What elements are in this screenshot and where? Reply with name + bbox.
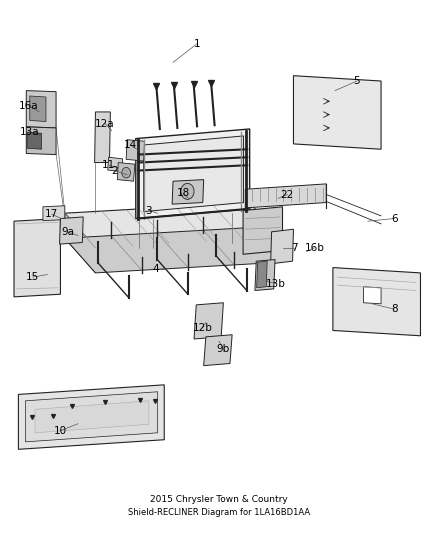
- Polygon shape: [243, 207, 283, 254]
- Polygon shape: [27, 132, 42, 149]
- Text: 10: 10: [54, 426, 67, 435]
- Text: 3: 3: [145, 206, 152, 215]
- Polygon shape: [250, 203, 280, 262]
- Text: 11: 11: [102, 160, 115, 170]
- Polygon shape: [117, 163, 135, 181]
- Polygon shape: [35, 401, 149, 433]
- Polygon shape: [65, 228, 280, 273]
- Text: 16b: 16b: [304, 243, 325, 253]
- Text: 4: 4: [152, 264, 159, 274]
- Polygon shape: [136, 129, 250, 219]
- Text: 14: 14: [124, 140, 137, 150]
- Text: 1: 1: [194, 39, 201, 49]
- Polygon shape: [60, 217, 83, 244]
- Polygon shape: [25, 392, 158, 442]
- Polygon shape: [333, 268, 420, 336]
- Polygon shape: [26, 127, 56, 155]
- Polygon shape: [30, 96, 46, 122]
- Polygon shape: [18, 385, 164, 449]
- Polygon shape: [245, 184, 326, 208]
- Polygon shape: [43, 206, 65, 221]
- Polygon shape: [255, 260, 275, 290]
- Polygon shape: [126, 140, 145, 161]
- Text: 8: 8: [391, 304, 398, 314]
- Circle shape: [181, 183, 194, 199]
- Polygon shape: [65, 213, 95, 273]
- Polygon shape: [108, 157, 123, 172]
- Text: 7: 7: [291, 243, 298, 253]
- Text: 13b: 13b: [266, 279, 286, 288]
- Polygon shape: [26, 91, 56, 128]
- Text: 6: 6: [391, 214, 398, 223]
- Text: Shield-RECLINER Diagram for 1LA16BD1AA: Shield-RECLINER Diagram for 1LA16BD1AA: [128, 508, 310, 517]
- Text: 16a: 16a: [19, 101, 38, 110]
- Polygon shape: [293, 76, 381, 149]
- Polygon shape: [95, 112, 110, 163]
- Polygon shape: [257, 261, 267, 288]
- Text: 5: 5: [353, 76, 360, 86]
- Polygon shape: [271, 229, 293, 264]
- Text: 13a: 13a: [20, 127, 39, 136]
- Circle shape: [122, 167, 131, 178]
- Text: 2: 2: [111, 166, 118, 175]
- Text: 12a: 12a: [95, 119, 115, 128]
- Text: 15: 15: [26, 272, 39, 282]
- Polygon shape: [364, 287, 381, 304]
- Polygon shape: [14, 219, 60, 297]
- Text: 9b: 9b: [217, 344, 230, 354]
- Polygon shape: [204, 335, 232, 366]
- Polygon shape: [194, 303, 223, 339]
- Text: 18: 18: [177, 188, 190, 198]
- Text: 2015 Chrysler Town & Country: 2015 Chrysler Town & Country: [150, 496, 288, 504]
- Text: 22: 22: [281, 190, 294, 199]
- Text: 12b: 12b: [192, 323, 212, 333]
- Polygon shape: [172, 180, 204, 204]
- Text: 17: 17: [45, 209, 58, 219]
- Polygon shape: [65, 203, 280, 248]
- Text: 9a: 9a: [61, 227, 74, 237]
- Polygon shape: [144, 136, 244, 212]
